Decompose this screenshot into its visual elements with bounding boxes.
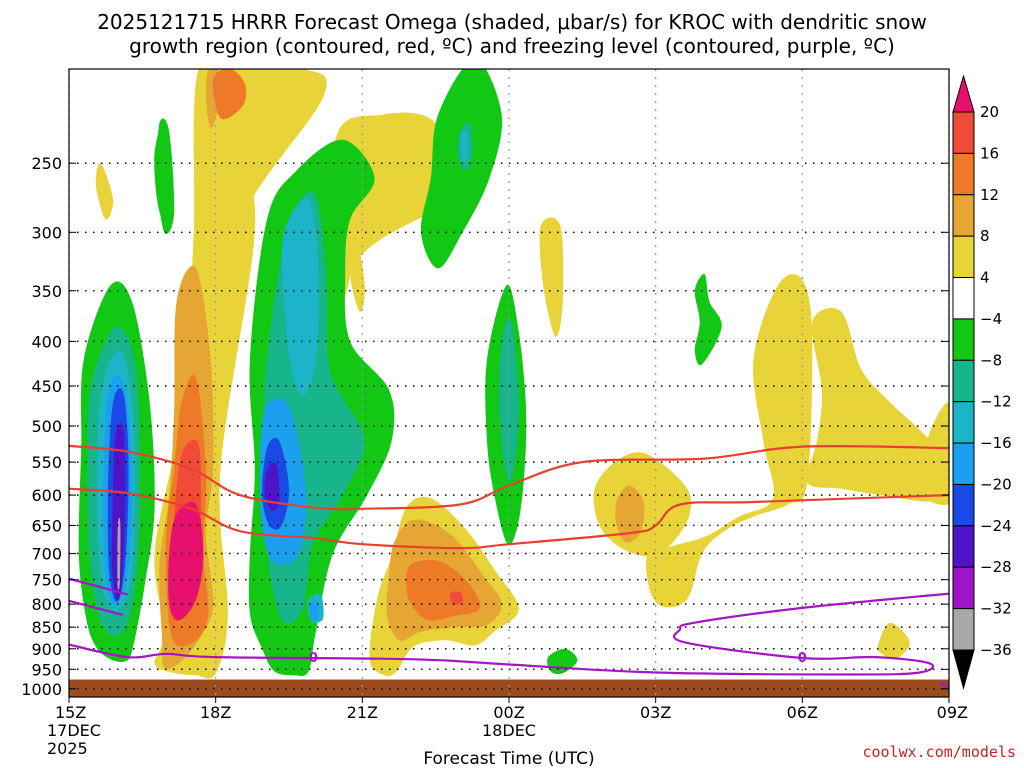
- colorbar-label-12: −32: [980, 600, 1012, 618]
- colorbar: 20 16 12 8 4 −4 −8 −12 −16 −20 −24 −28 −32 −36: [952, 74, 1012, 690]
- x-axis-label: Forecast Time (UTC): [423, 749, 594, 768]
- credit-text: coolwx.com/models: [862, 743, 1016, 761]
- colorbar-label-9: −20: [980, 475, 1012, 493]
- x-tick-sublabel-17DEC: 17DEC: [47, 721, 101, 740]
- omega-region-27: [111, 422, 126, 601]
- chart-title-line-2: growth region (contoured, red, ºC) and f…: [129, 34, 895, 58]
- x-tick-label-15Z: 15Z: [55, 703, 86, 722]
- colorbar-label-11: −28: [980, 558, 1012, 576]
- y-tick-label-750: 750: [31, 571, 62, 590]
- omega-region-20: [449, 591, 463, 605]
- colorbar-band-12: [952, 566, 975, 610]
- y-tick-label-1000: 1000: [21, 680, 62, 699]
- y-tick-label-850: 850: [31, 618, 62, 637]
- colorbar-band-8: [952, 401, 975, 444]
- y-tick-label-700: 700: [31, 545, 62, 564]
- colorbar-label-5: −4: [980, 310, 1002, 328]
- omega-region-1: [221, 69, 327, 390]
- colorbar-band-6: [952, 318, 975, 361]
- x-tick-sublabel-2025: 2025: [47, 739, 88, 758]
- omega-region-11: [877, 622, 910, 660]
- contour-label-0: 0: [309, 651, 318, 666]
- colorbar-label-13: −36: [980, 641, 1012, 659]
- y-tick-label-350: 350: [31, 282, 62, 301]
- omega-region-45: [694, 273, 722, 366]
- colorbar-band-13: [952, 608, 975, 651]
- x-tick-label-18Z: 18Z: [200, 703, 231, 722]
- omega-region-8: [806, 308, 949, 502]
- colorbar-band-5: [952, 277, 975, 320]
- omega-region-43: [498, 318, 519, 482]
- colorbar-label-7: −12: [980, 393, 1012, 411]
- colorbar-band-3: [952, 194, 975, 237]
- x-tick-label-00Z: 00Z: [493, 703, 524, 722]
- colorbar-band-9: [952, 442, 975, 485]
- omega-region-7: [645, 274, 813, 608]
- dendritic-contour-1: [69, 487, 949, 550]
- omega-region-10: [539, 217, 564, 337]
- y-tick-label-300: 300: [31, 223, 62, 242]
- y-tick-label-400: 400: [31, 332, 62, 351]
- colorbar-band-4: [952, 235, 975, 279]
- omega-region-21: [615, 485, 645, 543]
- colorbar-label-1: 16: [980, 144, 999, 162]
- omega-region-3: [349, 232, 365, 312]
- x-tick-label-03Z: 03Z: [640, 703, 671, 722]
- freezing-contour-2: [69, 592, 949, 676]
- x-tick-label-09Z: 09Z: [937, 703, 968, 722]
- colorbar-label-2: 12: [980, 186, 999, 204]
- omega-region-39: [420, 69, 503, 269]
- y-tick-label-450: 450: [31, 377, 62, 396]
- omega-region-38: [309, 600, 320, 621]
- y-tick-label-500: 500: [31, 417, 62, 436]
- omega-region-9: [922, 402, 949, 505]
- omega-region-33: [281, 198, 319, 395]
- x-tick-sublabel-18DEC: 18DEC: [482, 721, 536, 740]
- y-tick-label-950: 950: [31, 660, 62, 679]
- omega-region-41: [460, 130, 469, 161]
- freezing-contour-1: [69, 599, 124, 616]
- colorbar-band-1: [952, 111, 975, 154]
- colorbar-label-3: 8: [980, 227, 990, 245]
- y-tick-label-250: 250: [31, 154, 62, 173]
- colorbar-label-10: −24: [980, 517, 1012, 535]
- omega-region-19: [406, 559, 481, 621]
- colorbar-label-0: 20: [980, 103, 999, 121]
- colorbar-label-8: −16: [980, 434, 1012, 452]
- colorbar-band-10: [952, 483, 975, 527]
- y-axis: 250 300 350 400 450 500 550 600 650 700 750 800 850 9…: [21, 154, 949, 699]
- dendritic-contour-0: [69, 444, 949, 511]
- colorbar-band-7: [952, 359, 975, 403]
- x-tick-label-06Z: 06Z: [787, 703, 818, 722]
- y-tick-label-550: 550: [31, 453, 62, 472]
- omega-region-4: [95, 162, 114, 220]
- colorbar-band-11: [952, 525, 975, 568]
- omega-region-30: [156, 118, 175, 234]
- grid-lines: [68, 69, 950, 697]
- colorbar-label-4: 4: [980, 269, 990, 287]
- chart-title-line-1: 2025121715 HRRR Forecast Omega (shaded, …: [97, 10, 927, 34]
- contour-label-1: 0: [798, 651, 807, 666]
- colorbar-bottom-arrow: [952, 649, 975, 690]
- omega-shading: [69, 69, 949, 697]
- y-tick-label-900: 900: [31, 640, 62, 659]
- y-tick-label-650: 650: [31, 516, 62, 535]
- y-tick-label-600: 600: [31, 486, 62, 505]
- omega-region-13: [212, 69, 247, 120]
- omega-region-17: [168, 501, 204, 621]
- omega-region-36: [264, 462, 280, 511]
- colorbar-label-6: −8: [980, 351, 1002, 369]
- x-tick-label-21Z: 21Z: [347, 703, 378, 722]
- colorbar-band-2: [952, 152, 975, 196]
- omega-region-28: [117, 517, 121, 590]
- y-tick-label-800: 800: [31, 595, 62, 614]
